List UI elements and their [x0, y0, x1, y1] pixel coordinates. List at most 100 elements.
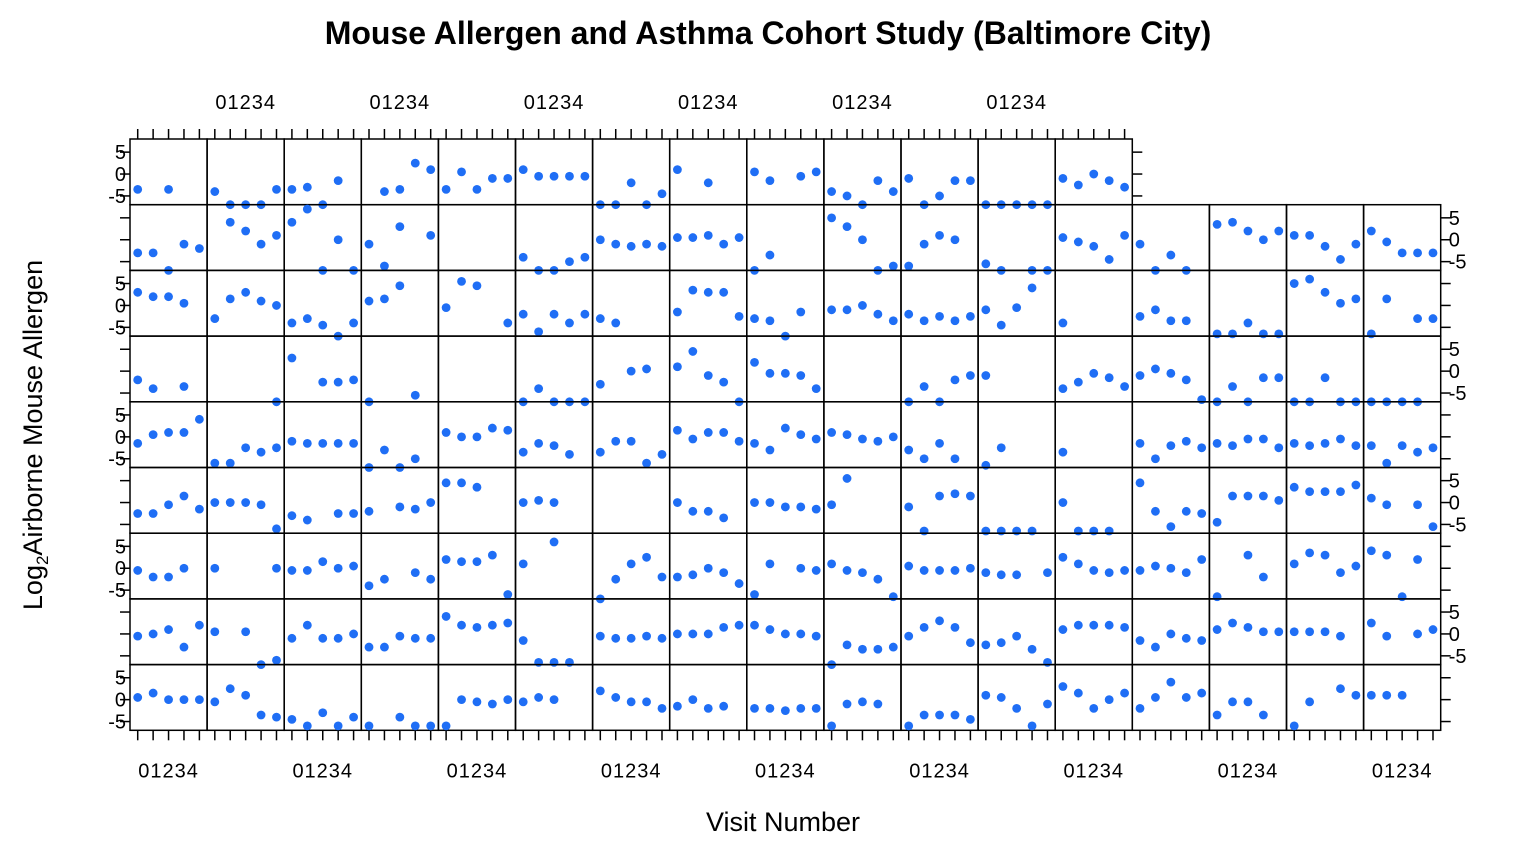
data-point — [935, 491, 944, 501]
data-point — [981, 305, 991, 315]
panel-border — [514, 401, 594, 469]
x-tick-label: 01234 — [447, 760, 508, 782]
data-point — [549, 498, 559, 507]
data-point — [811, 167, 821, 177]
data-point — [349, 561, 358, 571]
data-point — [1413, 629, 1422, 639]
data-point — [133, 566, 143, 575]
panel — [514, 203, 594, 275]
panel-border — [668, 466, 748, 534]
data-point — [487, 550, 497, 560]
data-point — [935, 616, 944, 626]
data-point — [364, 581, 374, 591]
data-point — [703, 428, 713, 437]
data-point — [626, 178, 636, 188]
data-point — [873, 574, 883, 584]
panel — [591, 138, 671, 210]
data-point — [457, 276, 466, 286]
data-point — [842, 699, 852, 709]
data-point — [1166, 563, 1176, 573]
y-tick-label: 0 — [1449, 624, 1460, 646]
data-point — [1243, 550, 1253, 560]
data-point — [626, 436, 636, 446]
panel — [360, 663, 440, 732]
data-point — [688, 570, 698, 580]
data-point — [225, 684, 235, 694]
x-tick-label: 01234 — [755, 760, 816, 782]
data-point — [673, 629, 682, 639]
data-point — [364, 296, 374, 306]
panel-border — [360, 532, 440, 600]
data-point — [1258, 235, 1268, 245]
x-tick-label: 01234 — [138, 760, 199, 782]
data-point — [1212, 517, 1222, 527]
data-point — [1413, 500, 1422, 510]
panel — [823, 335, 902, 403]
panel — [1208, 598, 1288, 666]
data-point — [1382, 294, 1392, 304]
panel-border — [129, 269, 208, 337]
data-point — [873, 436, 883, 446]
data-point — [842, 430, 852, 440]
data-point — [549, 695, 559, 705]
data-point — [472, 432, 482, 442]
data-point — [1073, 688, 1083, 698]
data-point — [1228, 697, 1237, 707]
panel — [514, 138, 594, 206]
data-point — [657, 572, 667, 582]
data-point — [919, 566, 929, 575]
data-point — [518, 498, 528, 507]
data-point — [287, 511, 297, 521]
panel — [977, 335, 1056, 403]
data-point — [842, 474, 852, 483]
panel — [129, 532, 208, 600]
data-point — [302, 439, 312, 448]
x-tick-label: 01234 — [1218, 760, 1279, 782]
data-point — [1397, 248, 1407, 258]
y-axis-label: Log2Airborne Mouse Allergen — [18, 260, 52, 610]
panel — [437, 532, 517, 600]
data-point — [981, 371, 991, 380]
data-point — [858, 697, 867, 707]
panel-border — [360, 466, 440, 534]
panel — [977, 663, 1056, 732]
data-point — [1151, 454, 1160, 464]
data-point — [1120, 688, 1129, 698]
data-point — [287, 318, 297, 328]
data-point — [780, 706, 790, 715]
data-point — [333, 721, 343, 731]
panel-border — [1362, 532, 1442, 600]
data-point — [1305, 548, 1315, 558]
data-point — [1320, 627, 1330, 637]
x-axis-label: Visit Number — [706, 807, 860, 837]
data-point — [1382, 631, 1392, 641]
data-point — [256, 296, 266, 306]
panel — [746, 532, 825, 600]
data-point — [302, 204, 312, 214]
data-point — [1289, 721, 1299, 731]
panel — [206, 598, 285, 669]
x-tick-label: 01234 — [1372, 760, 1433, 782]
data-point — [1197, 395, 1207, 405]
panel — [283, 532, 363, 600]
data-point — [765, 316, 775, 326]
panel — [129, 466, 208, 534]
panel-border — [206, 269, 285, 337]
data-point — [595, 379, 605, 389]
panel — [1285, 598, 1365, 666]
panel-border — [746, 401, 825, 469]
data-point — [673, 498, 682, 507]
data-point — [179, 695, 189, 705]
data-point — [750, 498, 759, 507]
data-point — [858, 301, 867, 310]
data-point — [750, 439, 759, 448]
panel — [1054, 203, 1134, 272]
data-point — [626, 559, 636, 569]
data-point — [1073, 559, 1083, 569]
data-point — [688, 347, 698, 356]
panel-border — [283, 466, 363, 534]
data-point — [380, 294, 389, 304]
data-point — [595, 314, 605, 323]
data-point — [950, 235, 960, 245]
data-point — [919, 454, 929, 464]
